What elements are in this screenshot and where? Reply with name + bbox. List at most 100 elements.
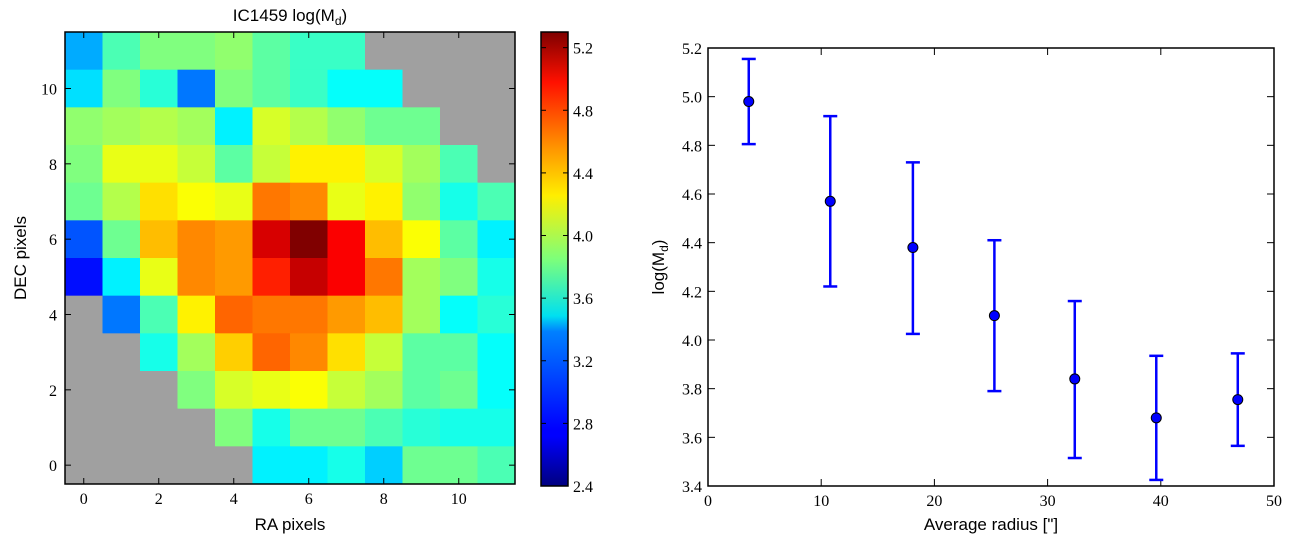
- heatmap-cell: [177, 295, 216, 334]
- heatmap-cell: [290, 371, 328, 410]
- heatmap-cell: [402, 182, 441, 221]
- heatmap-cell: [252, 220, 291, 259]
- heatmap-cell: [290, 295, 328, 334]
- heatmap-cell: [440, 145, 478, 184]
- heatmap-cell: [140, 371, 178, 410]
- heatmap-cell: [140, 32, 178, 71]
- heatmap-cell: [402, 295, 441, 334]
- heatmap-cell: [140, 333, 178, 372]
- heatmap-xtick-label: 2: [155, 491, 163, 508]
- heatmap-cell: [440, 182, 478, 221]
- heatmap-cell: [215, 69, 253, 108]
- heatmap-xtick-label: 6: [305, 491, 313, 508]
- heatmap-cell: [402, 408, 441, 447]
- heatmap-cell: [177, 32, 216, 71]
- heatmap-xtick-label: 0: [80, 491, 88, 508]
- heatmap-cell: [402, 145, 441, 184]
- heatmap-cell: [440, 258, 478, 297]
- scatter-ylabel: log(Md): [649, 240, 671, 295]
- heatmap-cell: [290, 182, 328, 221]
- colorbar-gradient: [541, 32, 568, 486]
- scatter-frame: [707, 47, 1275, 487]
- heatmap-cell: [477, 107, 516, 146]
- heatmap-cell: [102, 446, 141, 485]
- data-point: [1069, 373, 1081, 385]
- heatmap-cell: [440, 371, 478, 410]
- heatmap-cell: [440, 69, 478, 108]
- heatmap-cell: [215, 182, 253, 221]
- heatmap-cell: [252, 446, 291, 485]
- heatmap-cell: [102, 32, 141, 71]
- heatmap-cell: [215, 32, 253, 71]
- heatmap-cell: [252, 182, 291, 221]
- scatter-ytick-label: 5.2: [682, 41, 702, 58]
- heatmap-cell: [327, 69, 366, 108]
- data-point: [743, 96, 755, 108]
- heatmap-cell: [440, 408, 478, 447]
- heatmap-cell: [402, 333, 441, 372]
- heatmap-cell: [177, 145, 216, 184]
- heatmap-cell: [327, 32, 366, 71]
- heatmap-cell: [140, 107, 178, 146]
- heatmap-cell: [140, 69, 178, 108]
- scatter-ytick-label: 4.2: [682, 284, 702, 301]
- heatmap-cell: [102, 69, 141, 108]
- heatmap-cell: [177, 446, 216, 485]
- data-point: [1232, 394, 1244, 406]
- heatmap-cell: [477, 408, 516, 447]
- heatmap-cell: [252, 295, 291, 334]
- heatmap-cell: [402, 32, 441, 71]
- heatmap-cell: [65, 220, 103, 259]
- heatmap-cell: [365, 408, 403, 447]
- scatter-ytick-label: 4.6: [682, 187, 702, 204]
- heatmap-cell: [365, 371, 403, 410]
- heatmap-cell: [102, 371, 141, 410]
- colorbar-tick-label: 2.4: [573, 479, 593, 496]
- heatmap-cell: [290, 145, 328, 184]
- heatmap-cell: [215, 371, 253, 410]
- heatmap-cell: [327, 333, 366, 372]
- heatmap-cell: [215, 145, 253, 184]
- heatmap-cell: [65, 145, 103, 184]
- scatter-xtick-label: 20: [926, 493, 942, 510]
- scatter-xtick-label: 50: [1266, 493, 1282, 510]
- colorbar-ticks: 2.4 2.8 3.2 3.6 4.0 4.4 4.8 5.2: [541, 41, 593, 496]
- heatmap-cell: [327, 220, 366, 259]
- heatmap-cell: [65, 371, 103, 410]
- heatmap-cell: [215, 258, 253, 297]
- heatmap-xtick-label: 8: [380, 491, 388, 508]
- heatmap-y-axis: 0 2 4 6 8 10: [41, 82, 515, 475]
- heatmap-cell: [365, 182, 403, 221]
- heatmap-cell: [65, 333, 103, 372]
- heatmap-cell: [440, 333, 478, 372]
- heatmap-cell: [402, 446, 441, 485]
- heatmap-cell: [252, 69, 291, 108]
- heatmap-cell: [252, 32, 291, 71]
- heatmap-cell: [177, 333, 216, 372]
- heatmap-cell: [102, 295, 141, 334]
- heatmap-frame: [64, 31, 516, 485]
- heatmap-cell: [102, 408, 141, 447]
- colorbar-tick-label: 3.6: [573, 291, 593, 308]
- scatter-axes: 0 10 20 30 40 50 3.4 3.6 3.8 4.0 4.2 4.4 4.6 4.8 5.0 5.…: [682, 41, 1282, 510]
- heatmap-cell: [477, 333, 516, 372]
- colorbar-tick-label: 3.2: [573, 354, 593, 371]
- scatter-panel: 0 10 20 30 40 50 3.4 3.6 3.8 4.0 4.2 4.4 4.6 4.8 5.0 5.…: [649, 41, 1282, 534]
- heatmap-cell: [402, 371, 441, 410]
- scatter-xtick-label: 0: [704, 493, 712, 510]
- colorbar: 2.4 2.8 3.2 3.6 4.0 4.4 4.8 5.2: [540, 31, 593, 496]
- heatmap-cell: [365, 220, 403, 259]
- heatmap-cell: [140, 408, 178, 447]
- heatmap-cell: [177, 69, 216, 108]
- heatmap-xtick-label: 10: [451, 491, 467, 508]
- heatmap-cell: [290, 69, 328, 108]
- heatmap-cell: [365, 32, 403, 71]
- heatmap-cell: [252, 107, 291, 146]
- heatmap-cell: [365, 107, 403, 146]
- data-point: [824, 195, 836, 207]
- heatmap-cell: [140, 145, 178, 184]
- heatmap-cell: [177, 408, 216, 447]
- heatmap-cell: [440, 220, 478, 259]
- heatmap-ytick-label: 2: [49, 383, 57, 400]
